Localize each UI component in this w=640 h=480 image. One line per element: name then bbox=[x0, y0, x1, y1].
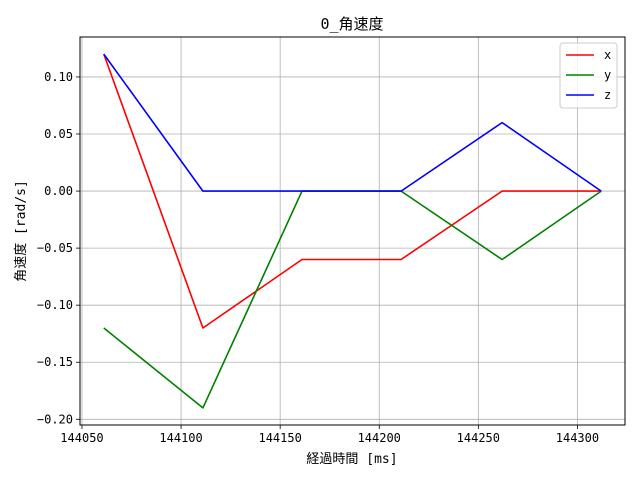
x-tick-label: 144300 bbox=[556, 431, 599, 445]
x-tick-label: 144250 bbox=[457, 431, 500, 445]
series-line-z bbox=[103, 53, 602, 192]
series-line-y bbox=[103, 190, 602, 409]
y-tick-label: −0.15 bbox=[37, 355, 73, 369]
series-layer bbox=[103, 53, 602, 409]
x-tick-label: 144150 bbox=[258, 431, 301, 445]
x-tick-label: 144100 bbox=[159, 431, 202, 445]
y-tick-label: 0.00 bbox=[44, 184, 73, 198]
legend-label-x: x bbox=[604, 48, 611, 62]
series-line-x bbox=[103, 53, 602, 329]
chart-title: 0_角速度 bbox=[320, 15, 383, 33]
plot-frame bbox=[79, 36, 626, 426]
y-tick-label: −0.20 bbox=[37, 412, 73, 426]
y-tick-label: −0.05 bbox=[37, 241, 73, 255]
y-axis-label: 角速度 [rad/s] bbox=[13, 180, 29, 282]
x-tick-label: 144200 bbox=[358, 431, 401, 445]
y-tick-label: 0.05 bbox=[44, 127, 73, 141]
y-axis: 0.10 0.05 0.00 −0.05 −0.10 −0.15 −0.20 bbox=[37, 70, 80, 426]
legend-label-y: y bbox=[604, 68, 611, 82]
legend-label-z: z bbox=[604, 88, 611, 102]
y-tick-label: 0.10 bbox=[44, 70, 73, 84]
x-axis: 144050 144100 144150 144200 144250 144300 bbox=[60, 425, 599, 445]
y-tick-label: −0.10 bbox=[37, 298, 73, 312]
legend: xyz bbox=[559, 42, 618, 109]
x-axis-label: 経過時間 [ms] bbox=[306, 452, 397, 467]
x-tick-label: 144050 bbox=[60, 431, 103, 445]
